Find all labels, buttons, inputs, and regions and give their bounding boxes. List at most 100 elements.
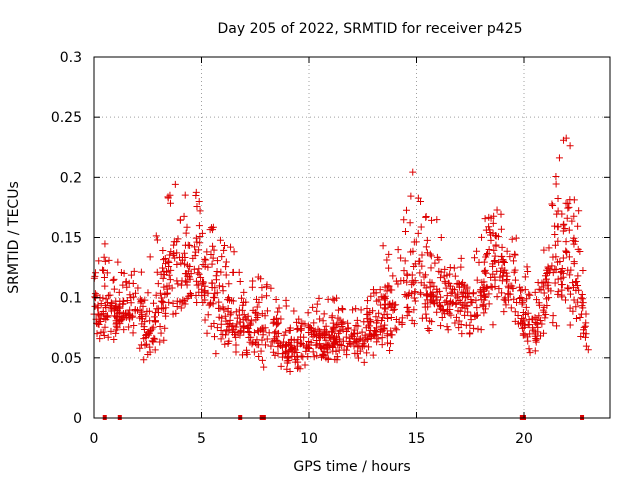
data-point [350, 342, 358, 350]
data-point [165, 263, 173, 271]
data-point [276, 342, 284, 350]
data-point [481, 215, 489, 223]
data-point [118, 315, 126, 323]
y-tick-label: 0.3 [60, 50, 82, 66]
data-point [559, 227, 567, 235]
data-point [232, 308, 240, 316]
data-point [238, 351, 246, 359]
data-point [517, 287, 525, 295]
data-point [275, 304, 283, 312]
data-point [99, 308, 107, 316]
data-point [493, 293, 501, 301]
data-point [473, 304, 481, 312]
data-point [574, 222, 582, 230]
data-point [473, 311, 481, 319]
data-point [319, 352, 327, 360]
data-point [525, 290, 533, 298]
data-point [216, 236, 224, 244]
data-point [437, 268, 445, 276]
data-point [237, 294, 245, 302]
data-point [209, 300, 217, 308]
data-point [482, 284, 490, 292]
data-point [352, 321, 360, 329]
data-point [221, 340, 229, 348]
data-point [523, 263, 531, 271]
data-point [328, 328, 336, 336]
data-point [297, 352, 305, 360]
data-point [357, 306, 365, 314]
data-point [566, 271, 574, 279]
data-point [450, 264, 458, 272]
data-point [156, 323, 164, 331]
data-point [243, 346, 251, 354]
data-point [161, 324, 169, 332]
data-point [152, 232, 160, 240]
y-axis-label: SRMTID / TECUs [6, 181, 22, 294]
data-point [384, 315, 392, 323]
data-point [110, 275, 118, 283]
data-point [400, 267, 408, 275]
data-point [152, 291, 160, 299]
data-point [576, 247, 584, 255]
data-point [228, 297, 236, 305]
data-point [208, 279, 216, 287]
data-point [389, 272, 397, 280]
data-point [447, 298, 455, 306]
x-tick-label: 5 [197, 431, 206, 447]
data-point [119, 281, 127, 289]
data-point [314, 325, 322, 333]
data-point [244, 312, 252, 320]
data-point [579, 267, 587, 275]
data-point [574, 282, 582, 290]
data-point [497, 225, 505, 233]
data-point [477, 296, 485, 304]
data-point [574, 272, 582, 280]
data-point [309, 348, 317, 356]
data-point [577, 294, 585, 302]
data-point [455, 324, 463, 332]
data-point [477, 326, 485, 334]
data-point [272, 328, 280, 336]
data-point [107, 327, 115, 335]
data-point [186, 289, 194, 297]
data-point [170, 241, 178, 249]
data-point [134, 306, 142, 314]
data-point [428, 293, 436, 301]
data-point [363, 349, 371, 357]
data-point [94, 301, 102, 309]
data-point [498, 252, 506, 260]
data-point [339, 318, 347, 326]
data-point [199, 260, 207, 268]
data-point [549, 253, 557, 261]
data-point [161, 291, 169, 299]
data-point [456, 307, 464, 315]
data-point [526, 349, 534, 357]
data-point [232, 341, 240, 349]
data-point [172, 309, 180, 317]
data-point [222, 271, 230, 279]
data-point [404, 291, 412, 299]
data-point [513, 298, 521, 306]
data-point [485, 223, 493, 231]
data-point [431, 300, 439, 308]
data-point [150, 299, 158, 307]
data-point [278, 353, 286, 361]
data-point [180, 212, 188, 220]
data-point [192, 277, 200, 285]
data-point [261, 312, 269, 320]
data-point [244, 324, 252, 332]
data-point [366, 316, 374, 324]
data-point [453, 280, 461, 288]
data-point [557, 281, 565, 289]
data-point [353, 336, 361, 344]
data-point [551, 222, 559, 230]
data-point [378, 341, 386, 349]
data-point [309, 303, 317, 311]
data-point [451, 319, 459, 327]
data-point [142, 340, 150, 348]
data-point [379, 293, 387, 301]
data-point [169, 251, 177, 259]
data-point [430, 299, 438, 307]
data-point [532, 338, 540, 346]
